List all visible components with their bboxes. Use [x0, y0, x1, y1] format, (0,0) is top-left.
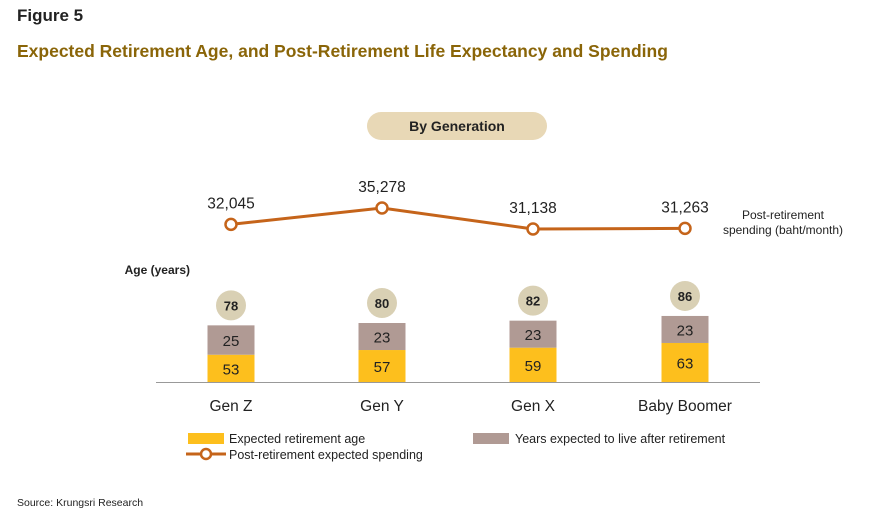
bar-retirement-age [509, 347, 557, 382]
bar-retirement-age [358, 350, 406, 382]
bar-years-after-retirement [661, 315, 709, 343]
bar-years-after-retirement [207, 325, 255, 355]
spending-data-label: 31,263 [661, 199, 708, 216]
total-age-circle [518, 285, 548, 316]
bar-retirement-age [207, 354, 255, 382]
legend-swatch-retirement-age [188, 433, 224, 444]
bar-label-years-after: 23 [677, 322, 694, 339]
x-tick-label: Gen Y [360, 398, 404, 415]
bar-label-retirement-age: 53 [223, 361, 240, 378]
legend-swatch-spending-marker [199, 447, 213, 461]
bar-label-years-after: 25 [223, 333, 240, 350]
spending-point [678, 221, 692, 236]
age-axis-label: Age (years) [125, 263, 190, 277]
spending-point [526, 222, 540, 236]
chart-title: Expected Retirement Age, and Post-Retire… [17, 41, 668, 61]
bar-label-retirement-age: 59 [525, 358, 542, 375]
bar-label-years-after: 23 [374, 330, 391, 347]
source-note: Source: Krungsri Research [17, 497, 144, 509]
bar-years-after-retirement [509, 320, 557, 348]
figure-label: Figure 5 [17, 6, 84, 25]
x-tick-label: Gen X [511, 398, 556, 415]
bar-label-years-after: 23 [525, 327, 542, 344]
generation-pill: By Generation [367, 112, 547, 140]
total-age-label: 80 [375, 296, 389, 311]
bar-retirement-age [661, 342, 709, 382]
spending-point [375, 201, 389, 215]
spending-data-label: 31,138 [509, 200, 556, 217]
legend-label-spending: Post-retirement expected spending [229, 448, 423, 462]
spending-series-label-line2: spending (baht/month) [723, 223, 843, 237]
total-age-label: 78 [224, 298, 238, 313]
x-tick-label: Baby Boomer [638, 398, 732, 415]
legend-label-years-after: Years expected to live after retirement [515, 432, 726, 446]
spending-series-label-line1: Post-retirement [742, 208, 825, 222]
legend-swatch-years-after [473, 433, 509, 444]
spending-data-label: 32,045 [207, 195, 254, 212]
total-age-label: 86 [678, 289, 692, 304]
legend-label-retirement-age: Expected retirement age [229, 432, 365, 446]
total-age-label: 82 [526, 294, 540, 309]
spending-data-label: 35,278 [358, 179, 405, 196]
spending-point [224, 217, 238, 232]
bar-years-after-retirement [358, 323, 406, 351]
bar-label-retirement-age: 57 [374, 359, 391, 376]
total-age-circle [367, 288, 397, 318]
bar-label-retirement-age: 63 [677, 355, 694, 372]
spending-line [230, 206, 686, 231]
total-age-circle [670, 280, 700, 311]
total-age-circle [216, 290, 246, 321]
x-tick-label: Gen Z [209, 398, 252, 415]
